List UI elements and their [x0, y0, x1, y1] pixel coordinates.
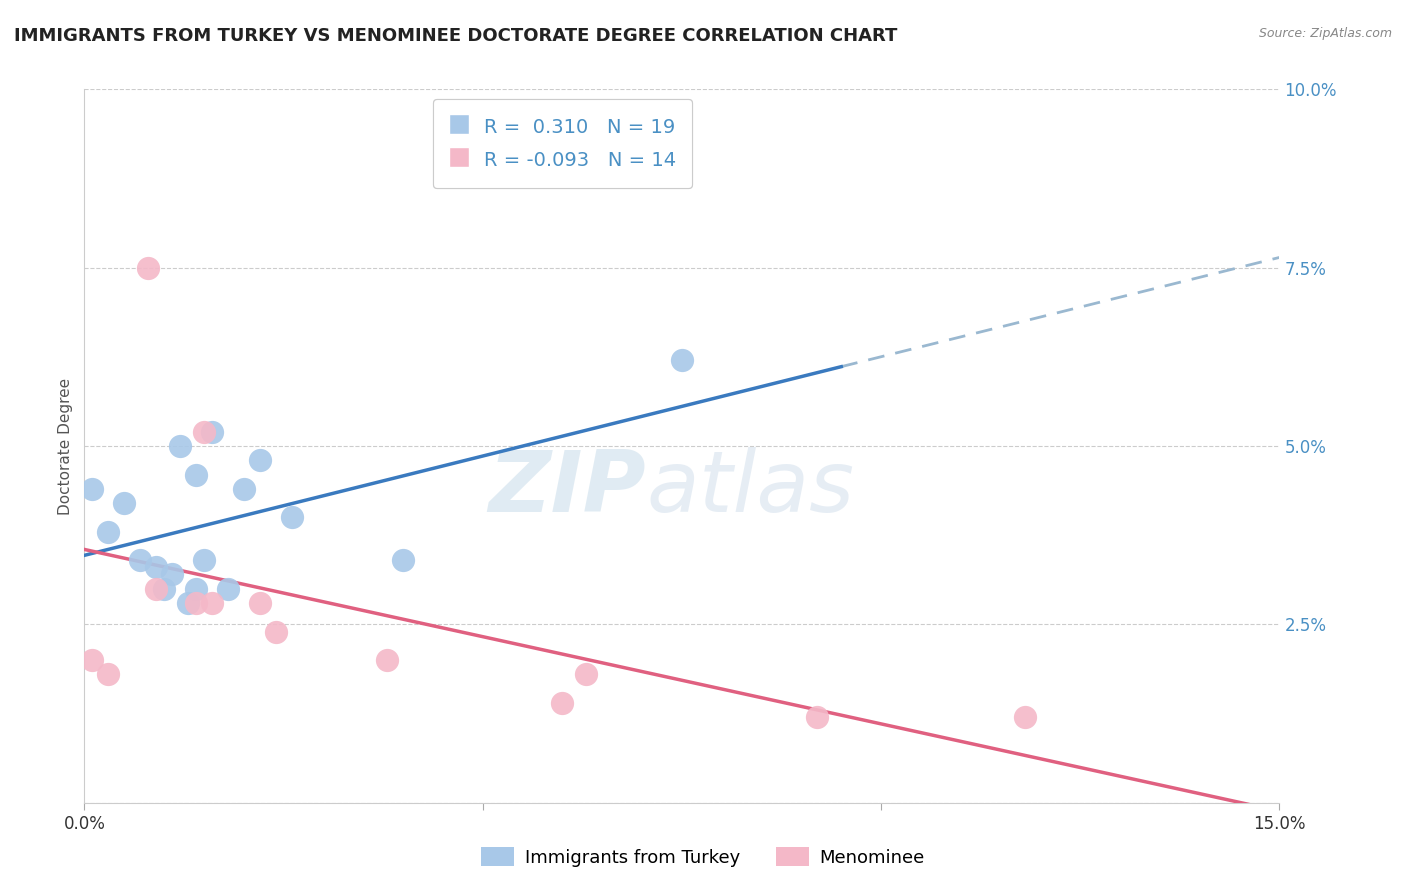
Point	[82, 482, 104, 496]
Point	[806, 710, 828, 724]
Y-axis label: Doctorate Degree: Doctorate Degree	[58, 377, 73, 515]
Legend: Immigrants from Turkey, Menominee: Immigrants from Turkey, Menominee	[474, 840, 932, 874]
Point	[280, 510, 302, 524]
Point	[97, 524, 120, 539]
Point	[217, 582, 239, 596]
Point	[129, 553, 152, 567]
Point	[177, 596, 200, 610]
Point	[264, 624, 287, 639]
Text: ZIP: ZIP	[488, 447, 647, 531]
Text: atlas: atlas	[647, 447, 853, 531]
Point	[249, 453, 271, 467]
Point	[112, 496, 135, 510]
Text: Source: ZipAtlas.com: Source: ZipAtlas.com	[1258, 27, 1392, 40]
Point	[201, 425, 224, 439]
Point	[136, 260, 159, 275]
Legend: R =  0.310   N = 19, R = -0.093   N = 14: R = 0.310 N = 19, R = -0.093 N = 14	[433, 99, 692, 188]
Point	[82, 653, 104, 667]
Point	[671, 353, 693, 368]
Point	[232, 482, 254, 496]
Point	[184, 596, 207, 610]
Point	[145, 560, 167, 574]
Point	[153, 582, 176, 596]
Point	[375, 653, 398, 667]
Point	[193, 553, 215, 567]
Text: IMMIGRANTS FROM TURKEY VS MENOMINEE DOCTORATE DEGREE CORRELATION CHART: IMMIGRANTS FROM TURKEY VS MENOMINEE DOCT…	[14, 27, 897, 45]
Point	[1014, 710, 1036, 724]
Point	[184, 582, 207, 596]
Point	[184, 467, 207, 482]
Point	[169, 439, 191, 453]
Point	[160, 567, 183, 582]
Point	[201, 596, 224, 610]
Point	[249, 596, 271, 610]
Point	[97, 667, 120, 681]
Point	[145, 582, 167, 596]
Point	[551, 696, 574, 710]
Point	[193, 425, 215, 439]
Point	[575, 667, 598, 681]
Point	[392, 553, 415, 567]
